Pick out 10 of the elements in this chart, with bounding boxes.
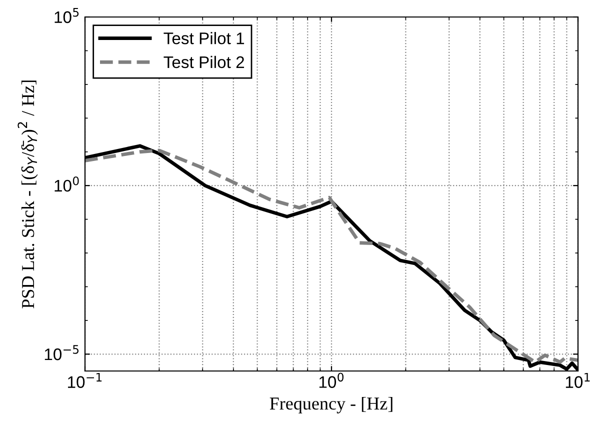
y-axis-title: PSD Lat. Stick - [(δ$_{Y}$/δ̄$_{Y}$)$^{2}$ / Hz] (18, 80, 38, 308)
x-axis-title: Frequency - [Hz] (270, 396, 392, 414)
y-tick-label: 10$^{0}$ (54, 176, 79, 192)
legend-label: Test Pilot 1 (164, 32, 244, 44)
x-tick-label: 10$^{1}$ (566, 372, 590, 388)
x-tick-label: 10$^{0}$ (319, 372, 344, 388)
legend-label: Test Pilot 2 (164, 56, 244, 68)
y-tick-label: 10$^{5}$ (54, 8, 79, 24)
y-tick-label: 10$^{−5}$ (44, 345, 79, 360)
x-tick-label: 10$^{−1}$ (68, 372, 102, 388)
